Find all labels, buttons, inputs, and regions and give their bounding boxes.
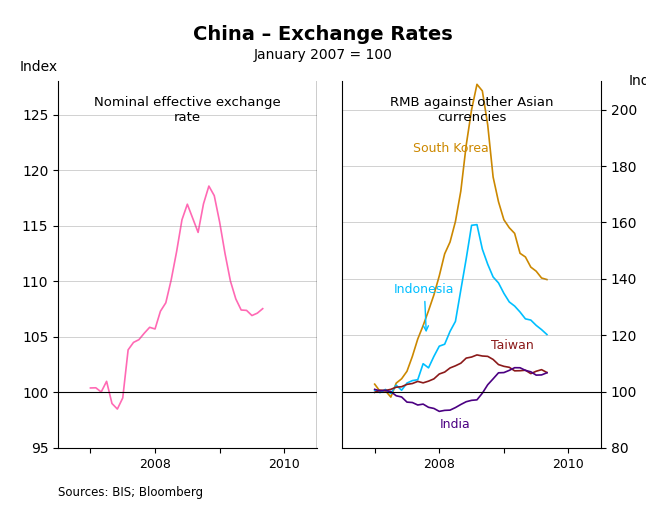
Text: Indonesia: Indonesia: [394, 283, 455, 331]
Text: India: India: [439, 418, 470, 431]
Y-axis label: Index: Index: [628, 74, 646, 88]
Text: Taiwan: Taiwan: [491, 340, 534, 352]
Text: Nominal effective exchange
rate: Nominal effective exchange rate: [94, 96, 281, 124]
Text: China – Exchange Rates: China – Exchange Rates: [193, 25, 453, 44]
Text: Sources: BIS; Bloomberg: Sources: BIS; Bloomberg: [58, 486, 203, 499]
Text: South Korea: South Korea: [413, 142, 489, 155]
Text: RMB against other Asian
currencies: RMB against other Asian currencies: [390, 96, 554, 124]
Text: January 2007 = 100: January 2007 = 100: [254, 48, 392, 63]
Y-axis label: Index: Index: [19, 60, 57, 74]
